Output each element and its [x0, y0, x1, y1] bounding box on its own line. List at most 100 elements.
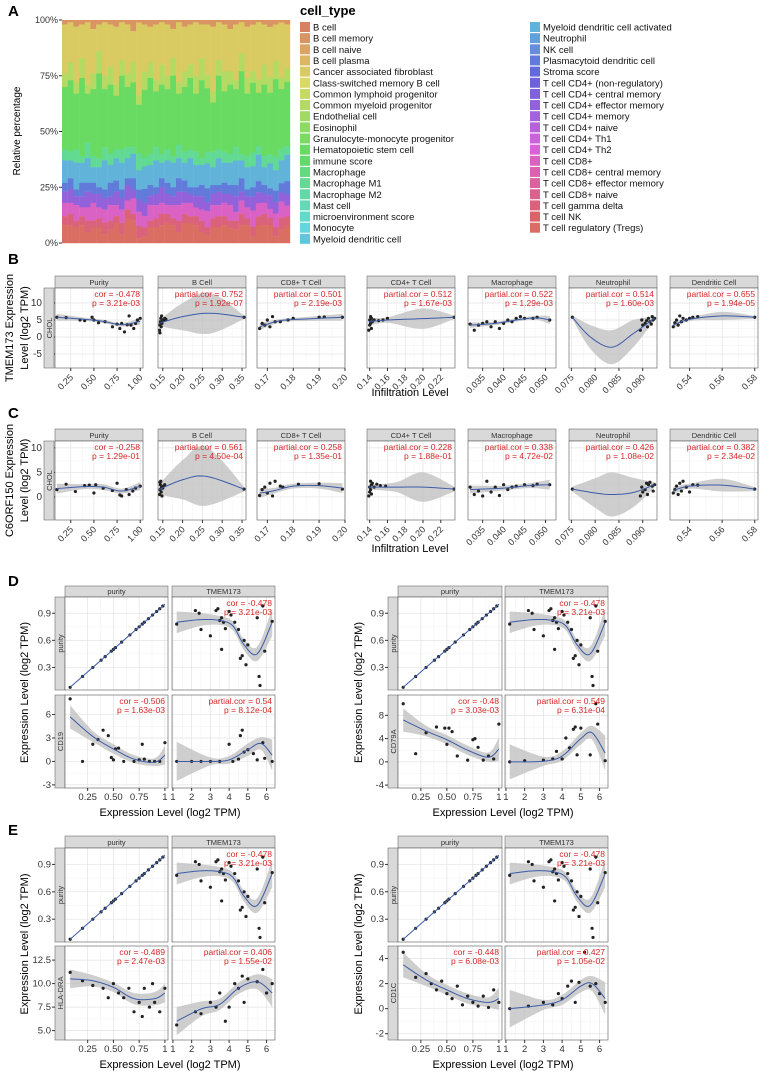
data-point [193, 608, 198, 613]
stacked-bar-segment [79, 216, 85, 226]
stacked-bar-segment [244, 20, 251, 27]
stacked-bar-segment [153, 24, 160, 81]
stacked-bar-segment [119, 162, 125, 190]
stacked-bar-segment [215, 149, 222, 159]
stacked-bar-segment [96, 218, 103, 228]
legend-swatch [300, 100, 310, 111]
confidence-ribbon [70, 705, 165, 767]
data-point [564, 736, 568, 740]
stacked-bar-segment [198, 20, 205, 25]
data-point [590, 674, 594, 679]
y-tick-label: 5 [36, 315, 42, 326]
data-point [445, 992, 449, 996]
data-point [455, 984, 459, 988]
stacked-bar-segment [101, 20, 108, 23]
stacked-bar-segment [238, 160, 245, 179]
x-tick-label: 0.075 [553, 372, 576, 395]
smooth-fit-line [56, 485, 141, 492]
stacked-bar-segment [101, 160, 108, 190]
legend-item-label: Mast cell [313, 201, 350, 212]
y-tick-label: 12.5 [33, 955, 52, 966]
data-point [560, 757, 564, 761]
data-point [273, 479, 277, 483]
panel-border [504, 847, 609, 943]
data-point [473, 736, 477, 741]
stacked-bar-segment [250, 82, 256, 153]
stacked-bar-segment [176, 144, 182, 159]
data-point [472, 328, 476, 332]
data-point [582, 950, 587, 954]
confidence-ribbon [470, 479, 550, 494]
stacked-bar-segment [147, 205, 154, 221]
data-point [101, 986, 105, 990]
legend-swatch [300, 166, 310, 177]
data-point [158, 483, 162, 487]
data-point [468, 485, 472, 489]
correlation-annotation: cor = -0.48 [458, 696, 499, 706]
stacked-bar-segment [147, 227, 154, 244]
stacked-bar-segment [272, 170, 279, 191]
stacked-bar-segment [158, 84, 165, 154]
stacked-bar-segment [101, 89, 108, 148]
row-strip-label: CD19 [56, 732, 65, 751]
stacked-bar-segment [67, 151, 74, 161]
data-point [268, 325, 272, 329]
data-point [317, 482, 321, 486]
stacked-bar-segment [250, 20, 256, 25]
stacked-bar-segment [198, 80, 205, 159]
stacked-bar-segment [164, 214, 171, 224]
data-point [588, 616, 592, 620]
y-tick-label: 0.6 [371, 887, 384, 898]
stacked-bar-segment [96, 158, 103, 168]
y-axis-title: TMEM173 Expression [4, 274, 16, 382]
data-point [645, 492, 650, 497]
data-point [485, 320, 489, 324]
data-point [486, 1005, 491, 1010]
stacked-bar-segment [153, 80, 160, 92]
smooth-fit-line [69, 603, 166, 688]
stacked-bar-segment [210, 151, 217, 168]
y-tick-label: 10.0 [33, 979, 52, 990]
stacked-bar-segment [113, 95, 120, 150]
legend-swatch [300, 178, 310, 189]
legend-item-label: Myeloid dendritic cell [313, 234, 401, 245]
y-tick-label: 4 [379, 734, 384, 745]
stacked-bar-segment [96, 167, 103, 188]
row-strip-label: purity [56, 634, 65, 653]
data-point [591, 683, 595, 688]
data-point [278, 484, 282, 488]
stacked-bar-segment [101, 147, 108, 161]
data-point [101, 728, 105, 732]
panel-border [64, 847, 169, 943]
data-point [530, 611, 534, 615]
x-tick-label: 0.040 [485, 372, 508, 395]
stacked-bar-segment [221, 71, 228, 92]
stacked-bar-segment [107, 20, 114, 25]
data-point [562, 864, 566, 868]
stacked-bar-segment [198, 24, 205, 59]
smooth-fit-line [259, 484, 343, 494]
correlation-annotation: p = 3.21e-03 [224, 607, 272, 617]
data-point [129, 323, 133, 327]
data-point [571, 908, 575, 912]
stacked-bar-segment [119, 198, 125, 210]
confidence-ribbon [56, 313, 141, 327]
data-point [270, 314, 275, 319]
data-point [227, 1005, 231, 1009]
data-point [240, 905, 244, 909]
stacked-bar-segment [164, 75, 171, 90]
data-point [518, 314, 522, 319]
x-axis-title: Expression Level (log2 TPM) [432, 1059, 573, 1071]
data-point [110, 325, 115, 329]
stacked-bar-segment [96, 73, 103, 159]
x-tick-label: 1 [162, 1044, 167, 1055]
panel-border [64, 694, 169, 789]
stacked-bar-segment [176, 191, 182, 206]
stacked-bar-segment [67, 80, 74, 152]
data-point [560, 861, 564, 865]
x-tick-label: 0.50 [104, 1044, 123, 1055]
x-axis-title: Expression Level (log2 TPM) [432, 807, 573, 819]
x-tick-label: 0.50 [79, 372, 98, 391]
